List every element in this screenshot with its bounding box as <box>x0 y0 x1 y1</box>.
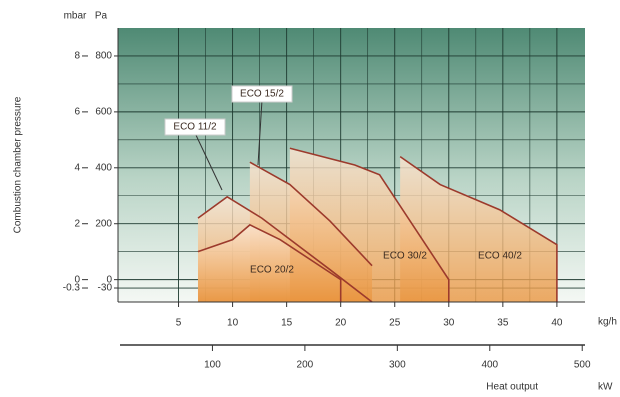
x-tick-label: 5 <box>176 318 182 329</box>
x-tick-label: 35 <box>497 318 509 329</box>
field-boundary <box>197 223 342 302</box>
x2-axis-title: Heat output <box>486 382 538 393</box>
x2-unit: kW <box>598 382 613 393</box>
y2-tick-label: 400 <box>95 162 112 173</box>
x2-tick-label: 300 <box>389 360 406 371</box>
y-tick-label: 4 <box>74 162 80 173</box>
x2-tick-label: 500 <box>574 360 591 371</box>
y2-tick-label: 600 <box>95 107 112 118</box>
y-tick-label: 0 <box>74 274 80 285</box>
y-tick-label: 2 <box>74 218 80 229</box>
label-box <box>164 118 226 136</box>
label-box <box>231 85 293 103</box>
series-label: ECO 11/2 <box>173 122 217 133</box>
areas <box>197 148 557 302</box>
x2-tick-label: 200 <box>297 360 314 371</box>
field-boundary <box>249 161 373 267</box>
x-tick-label: 20 <box>335 318 347 329</box>
series-label: ECO 20/2 <box>250 265 294 276</box>
x-tick-label: 15 <box>281 318 293 329</box>
field-boundary <box>197 195 373 303</box>
y-axis-title: Combustion chamber pressure <box>13 96 24 233</box>
field-boundary <box>289 147 450 302</box>
leader-line <box>194 132 223 191</box>
leader-line <box>257 99 263 166</box>
x-tick-label: 30 <box>443 318 455 329</box>
series-label: ECO 30/2 <box>383 251 427 262</box>
y2-tick-label: 200 <box>95 218 112 229</box>
x-tick-label: 10 <box>227 318 239 329</box>
y-tick-label: -0.3 <box>63 283 81 294</box>
x2-tick-label: 100 <box>204 360 221 371</box>
y-unit: mbar <box>64 11 87 22</box>
x2-tick-label: 400 <box>481 360 498 371</box>
x-tick-label: 25 <box>389 318 401 329</box>
x-tick-label: 40 <box>551 318 563 329</box>
y-tick-label: 6 <box>74 107 80 118</box>
y2-unit: Pa <box>95 11 108 22</box>
y-tick-label: 8 <box>74 51 80 62</box>
lines <box>197 147 558 303</box>
y2-tick-label: 800 <box>95 51 112 62</box>
y2-tick-label: 0 <box>106 274 112 285</box>
series-label: ECO 15/2 <box>240 89 284 100</box>
series-label: ECO 40/2 <box>478 251 522 262</box>
x-unit: kg/h <box>598 317 617 328</box>
field-boundary <box>399 155 558 302</box>
y2-tick-label: -30 <box>98 283 113 294</box>
